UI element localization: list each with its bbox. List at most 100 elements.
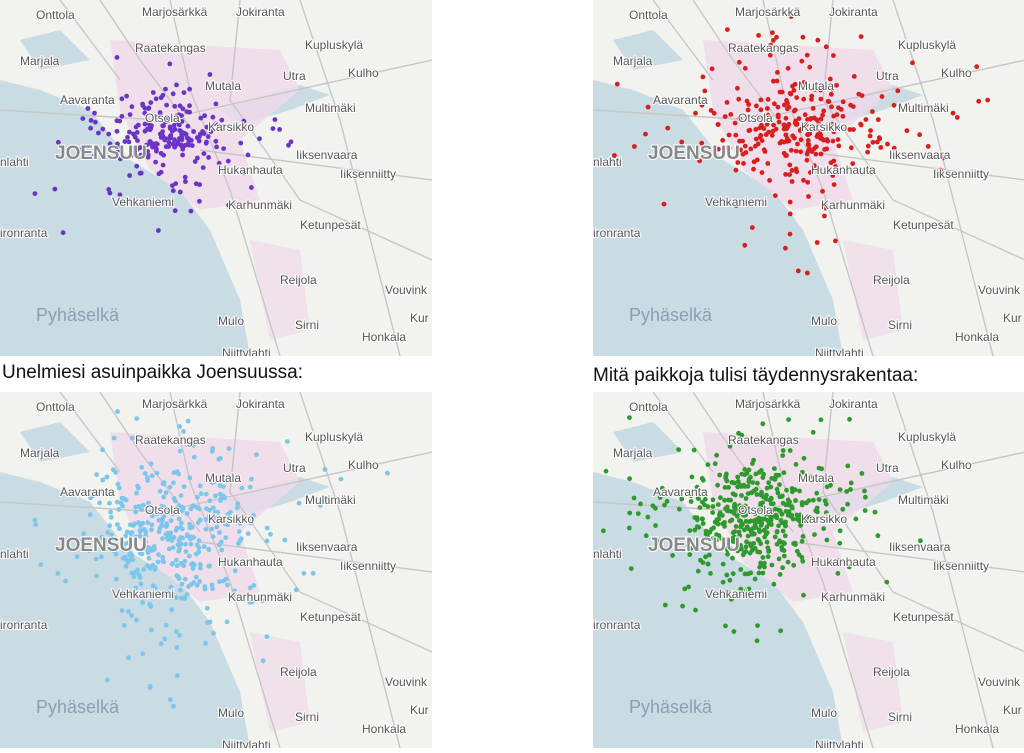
place-label: Marjala	[613, 54, 653, 68]
location-dot	[689, 474, 695, 480]
location-dot	[85, 490, 91, 495]
location-dot	[752, 576, 758, 582]
location-dot	[223, 535, 229, 541]
place-label: nlahti	[593, 155, 622, 169]
location-dot	[150, 90, 156, 95]
location-dot	[876, 135, 882, 141]
location-dot	[141, 567, 147, 572]
location-dot	[643, 533, 649, 539]
location-dot	[106, 131, 112, 137]
location-dot	[93, 556, 99, 562]
location-dot	[161, 152, 167, 158]
location-dot	[272, 117, 278, 122]
place-label: Aavaranta	[653, 485, 708, 499]
location-dot	[798, 515, 804, 521]
place-label: Iiksenniitty	[933, 167, 989, 181]
location-dot	[816, 497, 822, 502]
location-dot	[722, 114, 728, 119]
location-dot	[707, 552, 712, 558]
location-dot	[816, 121, 821, 127]
location-dot	[177, 448, 183, 454]
place-label: Mulo	[811, 706, 837, 720]
location-dot	[763, 531, 769, 537]
location-dot	[214, 524, 220, 530]
location-dot	[193, 181, 199, 187]
place-label: Honkala	[362, 330, 406, 344]
location-dot	[310, 570, 316, 576]
location-dot	[806, 498, 812, 504]
location-dot	[781, 553, 787, 559]
location-dot	[725, 551, 730, 557]
location-dot	[124, 529, 130, 535]
location-dot	[738, 586, 744, 592]
place-label: Vehkaniemi	[112, 195, 174, 209]
location-dot	[60, 230, 66, 236]
location-dot	[168, 135, 174, 141]
location-dot	[746, 102, 751, 107]
location-dot	[735, 474, 741, 480]
location-dot	[835, 571, 841, 576]
place-label: Karsikko	[801, 120, 847, 134]
location-dot	[730, 571, 736, 576]
location-dot	[149, 473, 155, 479]
location-dot	[686, 584, 691, 590]
location-dot	[785, 65, 791, 71]
location-dot	[186, 142, 192, 148]
location-dot	[788, 14, 794, 19]
location-dot	[792, 487, 798, 493]
location-dot	[210, 505, 216, 511]
location-dot	[174, 645, 180, 650]
location-dot	[211, 479, 217, 485]
location-dot	[180, 152, 186, 158]
location-dot	[761, 126, 767, 131]
location-dot	[800, 534, 806, 539]
location-dot	[709, 526, 714, 532]
location-dot	[763, 496, 769, 502]
location-dot	[171, 480, 176, 486]
location-dot	[737, 482, 742, 487]
location-dot	[97, 500, 102, 506]
location-dot	[185, 418, 191, 424]
location-dot	[787, 162, 793, 168]
location-dot	[703, 554, 708, 560]
location-dot	[799, 58, 805, 64]
location-dot	[264, 525, 270, 531]
location-dot	[831, 182, 837, 188]
location-dot	[751, 518, 757, 524]
location-dot	[758, 503, 763, 508]
location-dot	[724, 100, 730, 105]
location-dot	[207, 72, 213, 77]
location-dot	[144, 142, 150, 148]
location-dot	[744, 524, 750, 530]
location-dot	[776, 119, 782, 125]
location-dot	[174, 673, 180, 679]
location-dot	[187, 86, 193, 92]
location-dot	[758, 107, 764, 113]
location-dot	[768, 518, 774, 523]
location-dot	[96, 130, 101, 136]
place-label: Vouvink	[385, 675, 428, 689]
location-dot	[146, 500, 151, 506]
location-dot	[195, 520, 201, 526]
location-dot	[203, 140, 209, 146]
location-dot	[154, 470, 160, 476]
location-dot	[172, 137, 177, 143]
location-dot	[800, 558, 806, 564]
location-dot	[705, 462, 711, 468]
location-dot	[769, 133, 775, 138]
location-dot	[275, 558, 281, 564]
location-dot	[759, 517, 765, 523]
location-dot	[322, 467, 328, 472]
location-dot	[185, 123, 191, 129]
location-dot	[147, 683, 153, 689]
location-dot	[803, 518, 809, 523]
location-dot	[732, 539, 738, 544]
location-dot	[210, 445, 216, 451]
location-dot	[161, 494, 167, 500]
location-dot	[782, 102, 787, 108]
place-label: Kulho	[941, 66, 972, 80]
location-dot	[115, 141, 120, 147]
place-label: Jokiranta	[829, 5, 878, 19]
location-dot	[659, 485, 665, 491]
location-dot	[296, 500, 302, 506]
